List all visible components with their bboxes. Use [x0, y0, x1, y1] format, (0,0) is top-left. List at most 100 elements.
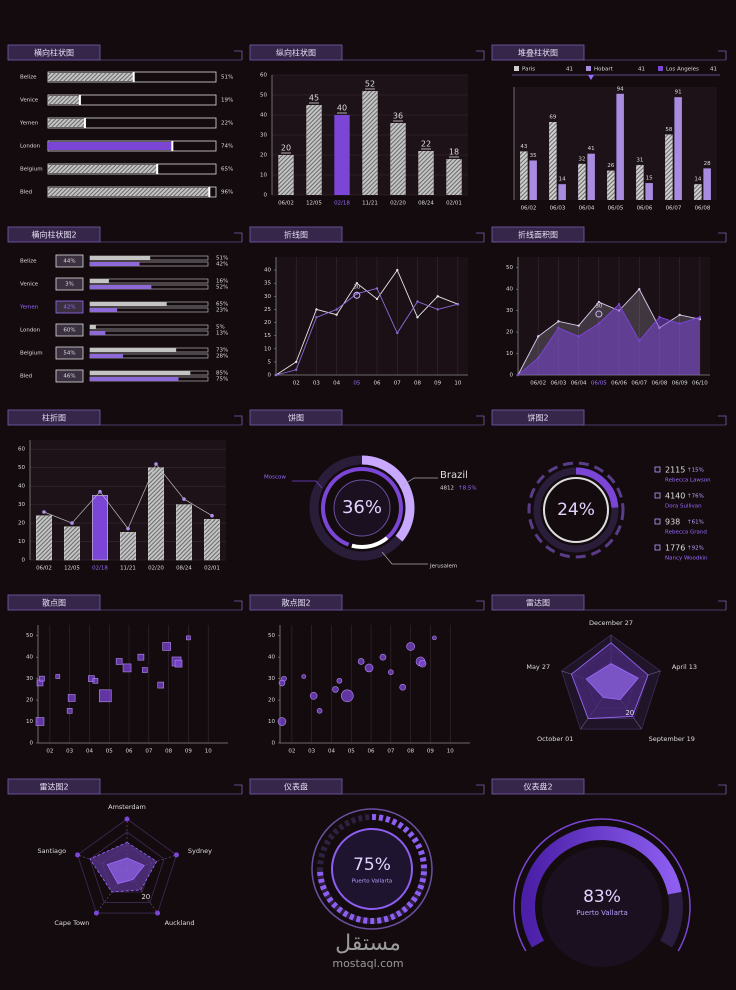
badge-label: 46%: [63, 374, 75, 380]
gauge-outer: [311, 808, 433, 930]
y-tick-label: 10: [506, 351, 513, 357]
point: [456, 303, 460, 306]
x-tick-label: 03: [313, 381, 320, 387]
gauge-value: [317, 814, 427, 924]
bar-texture: [48, 73, 134, 81]
inner-circle: [333, 479, 391, 537]
value-label: 16%: [216, 279, 228, 285]
point: [39, 675, 45, 682]
panel-tab: [249, 226, 343, 243]
bar-texture: [48, 119, 85, 127]
x-tick-label: 06/05: [591, 381, 607, 387]
x-tick-label: 09: [427, 749, 434, 755]
point: [638, 339, 641, 342]
x-tick-label: 06/05: [608, 206, 624, 212]
item-change: ↑76%: [687, 493, 704, 500]
legend-name: Paris: [522, 67, 535, 73]
bar: [90, 371, 191, 375]
bar-texture: [48, 165, 158, 173]
point: [396, 268, 399, 272]
y-tick-label: 10: [260, 173, 267, 179]
badge-label: 3%: [65, 282, 74, 288]
x-tick-label: 06/02: [278, 201, 294, 207]
line: [517, 303, 701, 376]
annotation: 30: [353, 285, 360, 291]
value-label: 22: [421, 140, 431, 149]
category-label: Yemen: [19, 121, 39, 127]
point: [316, 708, 323, 714]
y-tick-label: 30: [268, 676, 275, 682]
point: [396, 331, 399, 335]
panel-title: 横向柱状图2: [31, 230, 76, 240]
point: [364, 663, 374, 673]
panel-corner: [234, 784, 243, 794]
badge: [55, 346, 84, 360]
badge: [55, 254, 84, 268]
inner-arc: [321, 467, 403, 547]
axis-label: Amsterdam: [108, 803, 146, 811]
callout-label: Brazil: [440, 470, 468, 481]
item-value: 4140: [665, 492, 685, 501]
panel-tab: [249, 594, 343, 611]
category-label: Bled: [20, 374, 32, 380]
point: [379, 653, 387, 661]
x-tick-label: 12/05: [64, 566, 80, 572]
point: [315, 308, 318, 311]
y-tick-label: 0: [30, 741, 34, 747]
point: [142, 667, 148, 673]
bar-texture: [204, 519, 220, 560]
panel-title: 柱折图: [42, 413, 66, 423]
x-tick-label: 02/20: [390, 201, 406, 207]
x-tick-label: 08: [407, 749, 414, 755]
x-tick-label: 07: [394, 381, 401, 387]
category-label: London: [20, 328, 41, 334]
y-tick-label: 20: [260, 153, 267, 159]
x-tick-label: 08: [414, 381, 421, 387]
plot-area: [276, 257, 468, 375]
x-tick-label: 08/24: [418, 201, 434, 207]
panel-title: 仪表盘2: [523, 782, 552, 792]
badge: [55, 300, 84, 314]
bar-texture: [418, 151, 434, 195]
item-name: Rebecca Grand: [665, 530, 707, 536]
gauge-value-label: 83%: [583, 887, 621, 907]
point: [516, 373, 520, 377]
callout-line: [401, 477, 438, 487]
x-tick-label: 06/07: [666, 206, 682, 212]
item-value: 1776: [665, 544, 685, 553]
category-label: Yemen: [19, 305, 39, 311]
point: [115, 658, 123, 665]
x-tick-label: 02/20: [148, 566, 164, 572]
y-tick-label: 0: [272, 741, 276, 747]
panel-title: 散点图: [42, 598, 66, 608]
point: [537, 356, 540, 360]
point: [406, 642, 415, 651]
panel-title: 堆叠柱状图: [518, 48, 558, 58]
vertex: [124, 816, 130, 822]
y-tick-label: 60: [260, 73, 267, 79]
x-tick-label: 06/09: [672, 381, 688, 387]
panel-tab: [491, 44, 585, 61]
annotation-ring: [353, 291, 361, 299]
y-tick-label: 30: [260, 133, 267, 139]
panel-title: 折线面积图: [518, 230, 558, 240]
value-label: 19%: [221, 98, 233, 104]
value-label: 94: [617, 86, 624, 92]
y-tick-label: 35: [264, 281, 271, 287]
y-tick-label: 50: [26, 633, 33, 639]
point: [295, 360, 298, 364]
point: [186, 635, 191, 641]
x-tick-label: 05: [348, 749, 355, 755]
y-tick-label: 30: [506, 308, 513, 314]
x-tick-label: 06: [368, 749, 375, 755]
bar: [90, 279, 109, 283]
point: [335, 313, 338, 316]
point: [355, 292, 359, 295]
y-tick-label: 10: [268, 719, 275, 725]
item-change: ↑15%: [687, 467, 704, 474]
gauge-inner: [331, 828, 413, 910]
point: [416, 300, 419, 303]
badge-label: 42%: [63, 305, 75, 311]
point: [658, 315, 661, 319]
value-label: 85%: [216, 371, 228, 377]
